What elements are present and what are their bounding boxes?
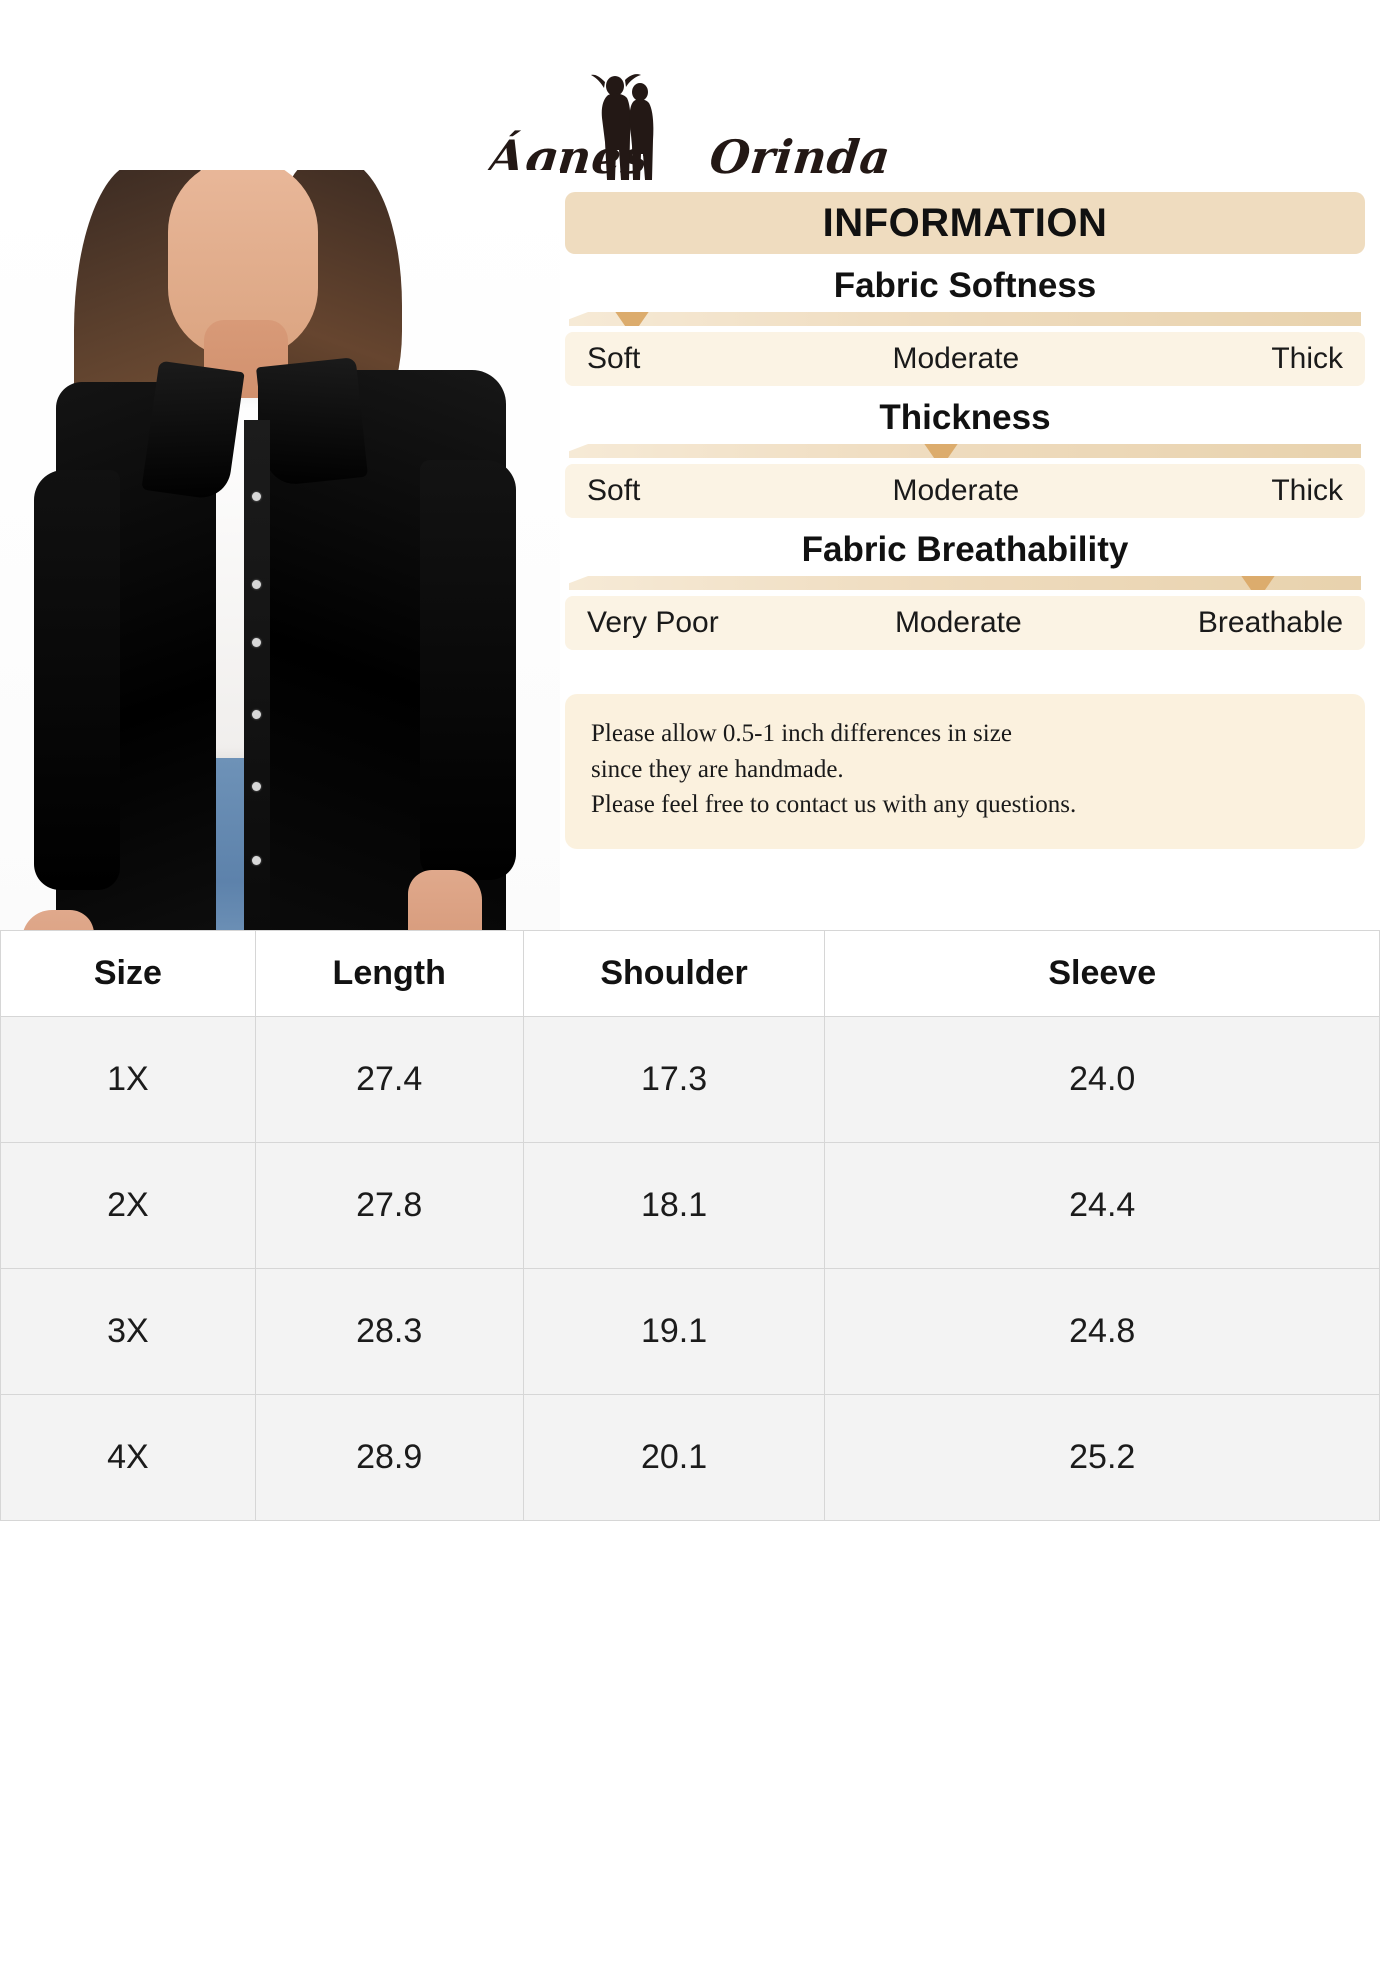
table-row: 2X 27.8 18.1 24.4 bbox=[0, 1142, 1380, 1269]
column-header-size: Size bbox=[0, 930, 256, 1017]
cell-length: 27.8 bbox=[254, 1142, 524, 1269]
product-photo bbox=[0, 170, 560, 930]
scale-bar bbox=[569, 576, 1361, 590]
two-women-silhouette-icon bbox=[585, 72, 655, 184]
scale-bar bbox=[569, 312, 1361, 326]
scale-label-right: Thick bbox=[1271, 342, 1343, 375]
cell-size: 1X bbox=[0, 1016, 256, 1143]
cell-sleeve: 24.0 bbox=[824, 1016, 1380, 1143]
scale-marker-icon bbox=[614, 312, 651, 326]
information-panel: INFORMATION Fabric Softness Soft Moderat… bbox=[565, 192, 1365, 849]
scale-fabric-breathability: Fabric Breathability Very Poor Moderate … bbox=[565, 530, 1365, 650]
size-disclaimer-note: Please allow 0.5-1 inch differences in s… bbox=[565, 694, 1365, 849]
scale-title: Fabric Breathability bbox=[801, 530, 1129, 569]
cell-shoulder: 17.3 bbox=[522, 1016, 826, 1143]
column-header-shoulder: Shoulder bbox=[522, 930, 826, 1017]
scale-thickness: Thickness Soft Moderate Thick bbox=[565, 398, 1365, 518]
scale-label-mid: Moderate bbox=[892, 342, 1020, 375]
scale-label-left: Soft bbox=[587, 474, 641, 507]
scale-label-left: Soft bbox=[587, 342, 641, 375]
cell-shoulder: 18.1 bbox=[522, 1142, 826, 1269]
cell-sleeve: 24.8 bbox=[824, 1268, 1380, 1395]
scale-marker-icon bbox=[1240, 576, 1277, 590]
table-header-row: Size Length Shoulder Sleeve bbox=[0, 930, 1380, 1017]
cell-sleeve: 25.2 bbox=[824, 1394, 1380, 1521]
size-table: Size Length Shoulder Sleeve 1X 27.4 17.3… bbox=[0, 930, 1380, 1521]
note-line-1: Please allow 0.5-1 inch differences in s… bbox=[591, 720, 1012, 747]
brand-logo: Ágnes Orinda bbox=[0, 40, 1380, 184]
scale-title: Fabric Softness bbox=[833, 266, 1097, 305]
cell-size: 4X bbox=[0, 1394, 256, 1521]
cell-shoulder: 19.1 bbox=[522, 1268, 826, 1395]
scale-label-left: Very Poor bbox=[587, 606, 719, 639]
column-header-sleeve: Sleeve bbox=[824, 930, 1380, 1017]
note-line-3: Please feel free to contact us with any … bbox=[591, 791, 1077, 818]
cell-size: 3X bbox=[0, 1268, 256, 1395]
cell-size: 2X bbox=[0, 1142, 256, 1269]
table-row: 1X 27.4 17.3 24.0 bbox=[0, 1016, 1380, 1143]
scale-labels: Soft Moderate Thick bbox=[565, 464, 1365, 518]
scale-label-mid: Moderate bbox=[894, 606, 1022, 639]
scale-fabric-softness: Fabric Softness Soft Moderate Thick bbox=[565, 266, 1365, 386]
cell-sleeve: 24.4 bbox=[824, 1142, 1380, 1269]
information-header: INFORMATION bbox=[565, 192, 1365, 254]
scale-labels: Soft Moderate Thick bbox=[565, 332, 1365, 386]
cell-length: 28.3 bbox=[254, 1268, 524, 1395]
scale-label-mid: Moderate bbox=[892, 474, 1020, 507]
scale-bar bbox=[569, 444, 1361, 458]
cell-length: 28.9 bbox=[254, 1394, 524, 1521]
scale-marker-icon bbox=[923, 444, 960, 458]
scale-title: Thickness bbox=[879, 398, 1051, 437]
column-header-length: Length bbox=[254, 930, 524, 1017]
table-row: 4X 28.9 20.1 25.2 bbox=[0, 1394, 1380, 1521]
information-header-label: INFORMATION bbox=[822, 200, 1108, 245]
scale-label-right: Breathable bbox=[1197, 606, 1343, 639]
note-line-2: since they are handmade. bbox=[591, 755, 844, 783]
scale-labels: Very Poor Moderate Breathable bbox=[565, 596, 1365, 650]
cell-length: 27.4 bbox=[254, 1016, 524, 1143]
table-row: 3X 28.3 19.1 24.8 bbox=[0, 1268, 1380, 1395]
scale-label-right: Thick bbox=[1271, 474, 1343, 507]
cell-shoulder: 20.1 bbox=[522, 1394, 826, 1521]
brand-name-second: Orinda bbox=[707, 130, 894, 184]
